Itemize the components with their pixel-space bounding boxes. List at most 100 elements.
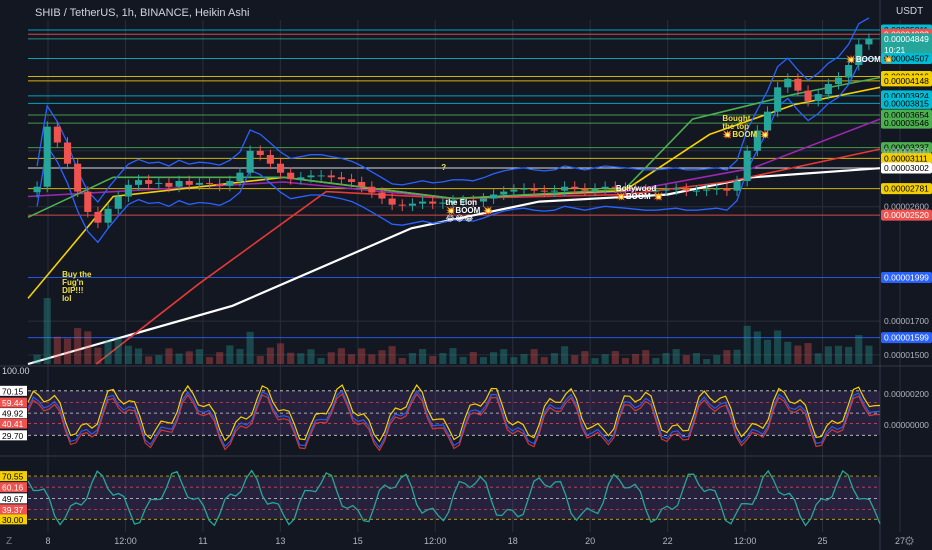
price-tick-label: 0.00003200 (884, 146, 929, 156)
candle-body (287, 172, 295, 180)
candle-body (84, 191, 92, 212)
price-label-bg (881, 209, 932, 221)
volume-bar (662, 353, 670, 364)
candle-body (743, 150, 751, 182)
candle-body (317, 175, 325, 177)
candle-body (784, 78, 792, 88)
time-tick-label: 20 (585, 536, 595, 546)
candle-body (703, 189, 711, 191)
volume-bar (733, 349, 741, 364)
osc-label-bg (0, 504, 27, 515)
candle-body (713, 188, 721, 190)
candle-body (571, 186, 579, 189)
volume-bar (642, 350, 650, 364)
osc-label-bg (0, 430, 27, 441)
time-tick-label: 22 (663, 536, 673, 546)
candle-body (33, 186, 41, 193)
volume-bar (348, 354, 356, 364)
volume-bar (490, 352, 498, 364)
volume-bar (358, 348, 366, 364)
candle-body (195, 182, 203, 185)
gear-icon[interactable]: ⚙ (904, 534, 915, 548)
candle-body (256, 150, 264, 156)
price-label: 0.00003111 (884, 153, 928, 163)
candle-body (490, 194, 498, 199)
volume-bar (550, 353, 558, 364)
volume-bar (398, 358, 406, 364)
volume-bar (134, 348, 143, 364)
chart-annotation: Bollywood 💥BOOM 💥 (615, 183, 663, 201)
candle-body (611, 186, 619, 188)
candle-body (753, 130, 761, 151)
price-label: 0.00001599 (884, 333, 929, 343)
candle-body (561, 186, 569, 191)
price-label: 0.00003002 (884, 163, 929, 173)
price-label: 0.00004148 (884, 76, 929, 86)
candle-body (439, 202, 447, 204)
timezone-label[interactable]: Z (6, 536, 13, 547)
volume-bar (43, 297, 51, 364)
osc-label-bg (0, 408, 27, 419)
candle-body (419, 201, 427, 204)
volume-bar (419, 349, 427, 364)
price-label-bg (881, 162, 932, 174)
candle-body (459, 200, 467, 202)
price-label-bg (881, 53, 932, 65)
price-label: 0.00003815 (884, 98, 929, 108)
osc2-line (27, 469, 881, 527)
volume-bar (74, 328, 82, 364)
osc-label: 30.00 (2, 515, 24, 525)
price-label-bg (881, 33, 932, 56)
candle-body (723, 188, 731, 191)
volume-bar (266, 347, 274, 364)
volume-bar (63, 338, 72, 364)
price-label-bg (881, 97, 932, 109)
candle-body (652, 190, 660, 192)
volume-bar (337, 348, 345, 364)
candle-body (368, 186, 376, 193)
candle-body (469, 200, 477, 202)
candle-body (601, 186, 609, 189)
volume-bar (388, 346, 396, 364)
volume-bar (165, 348, 173, 364)
volume-bar (195, 349, 203, 364)
candle-body (327, 175, 335, 178)
volume-bar (763, 339, 772, 364)
volume-bars (33, 297, 873, 364)
price-label: 0.00003237 (884, 143, 929, 153)
currency-label: USDT (896, 6, 924, 17)
volume-bar (621, 358, 630, 364)
pane-top-label: 100.00 (2, 366, 30, 376)
bollinger-bands (36, 17, 870, 244)
candle-body (297, 177, 305, 180)
price-label-bg (881, 152, 932, 164)
volume-bar (723, 350, 731, 364)
volume-bar (368, 354, 376, 364)
candle-body (824, 84, 832, 95)
candle-body (94, 211, 102, 223)
candle-body (855, 44, 863, 65)
chart-annotation: Bought the top 💥BOOM 💥 (722, 114, 770, 140)
candle-body (510, 189, 518, 192)
volume-bar (794, 345, 802, 364)
volume-bar (469, 352, 477, 364)
price-label: 0.00004849 (884, 34, 929, 44)
osc-label-bg (0, 493, 27, 504)
volume-bar (510, 357, 518, 364)
time-tick-label: 11 (198, 536, 207, 546)
price-tick-label: 0.00002600 (884, 202, 929, 212)
price-label-bg (881, 183, 932, 195)
volume-bar (520, 354, 528, 364)
volume-bar (236, 348, 244, 364)
candle-body (276, 163, 285, 173)
candle-body (550, 190, 558, 192)
volume-bar (205, 357, 214, 364)
candle-body (53, 126, 61, 143)
volume-bar (571, 355, 579, 364)
volume-bar (865, 345, 873, 364)
candle-body (449, 200, 457, 203)
candle-body (429, 201, 437, 204)
